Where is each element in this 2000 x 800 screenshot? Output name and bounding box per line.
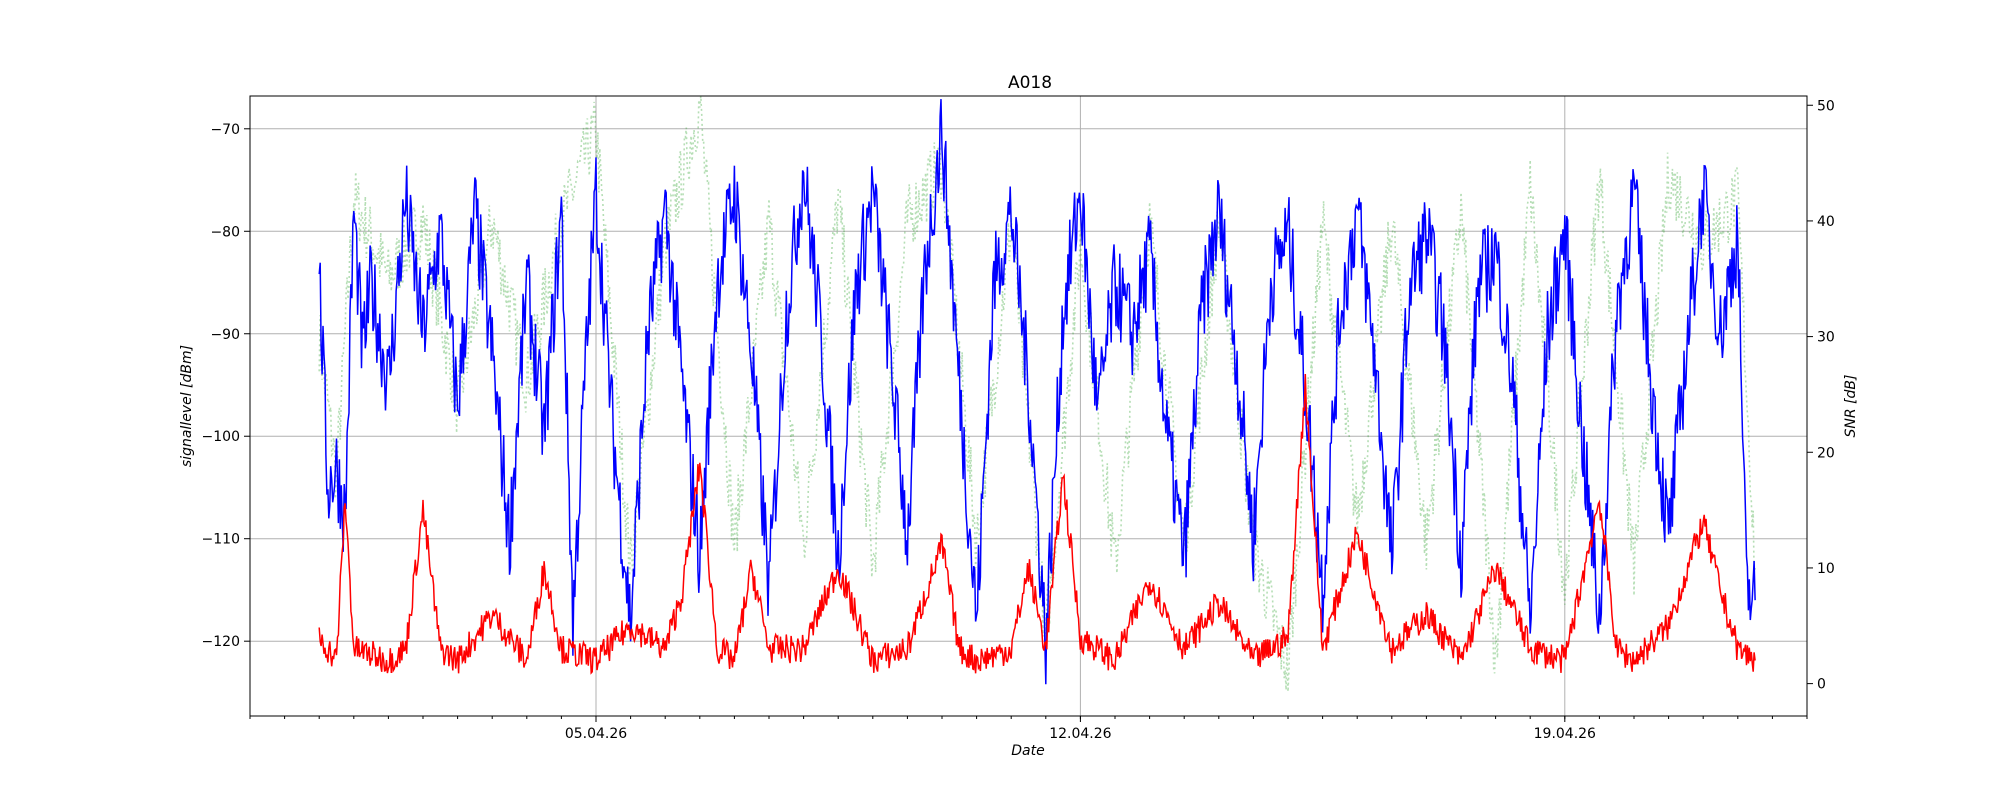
y-tick-label-left: −70 xyxy=(210,122,240,138)
x-axis-label: Date xyxy=(1011,743,1044,759)
y-tick-label-left: −120 xyxy=(202,634,240,650)
y-tick-label-right: 10 xyxy=(1817,561,1835,577)
y-tick-label-left: −110 xyxy=(202,532,240,548)
chart-title: A018 xyxy=(1008,73,1052,93)
x-tick-label: 19.04.26 xyxy=(1534,726,1596,742)
series-line-1 xyxy=(318,373,1756,675)
y-tick-label-right: 20 xyxy=(1817,445,1835,461)
series-layer xyxy=(318,96,1756,692)
y-axis-label-left: signallevel [dBm] xyxy=(179,345,195,467)
y-axis-label-right: SNR [dB] xyxy=(1843,375,1859,438)
y-tick-label-right: 50 xyxy=(1817,98,1835,114)
y-tick-label-left: −80 xyxy=(210,224,240,240)
y-tick-label-right: 0 xyxy=(1817,677,1826,693)
y-tick-label-right: 40 xyxy=(1817,214,1835,230)
x-tick-label: 12.04.26 xyxy=(1049,726,1111,742)
plot-frame xyxy=(249,95,1808,717)
y-tick-label-left: −100 xyxy=(202,429,240,445)
tick-layer: −120 −110 −100 −90 −80 −70 0 10 20 30 40 50 05.04.26… xyxy=(202,98,1835,742)
x-tick-label: 05.04.26 xyxy=(565,726,627,742)
y-tick-label-right: 30 xyxy=(1817,330,1835,346)
y-tick-label-left: −90 xyxy=(210,327,240,343)
series-line-0 xyxy=(318,99,1756,685)
